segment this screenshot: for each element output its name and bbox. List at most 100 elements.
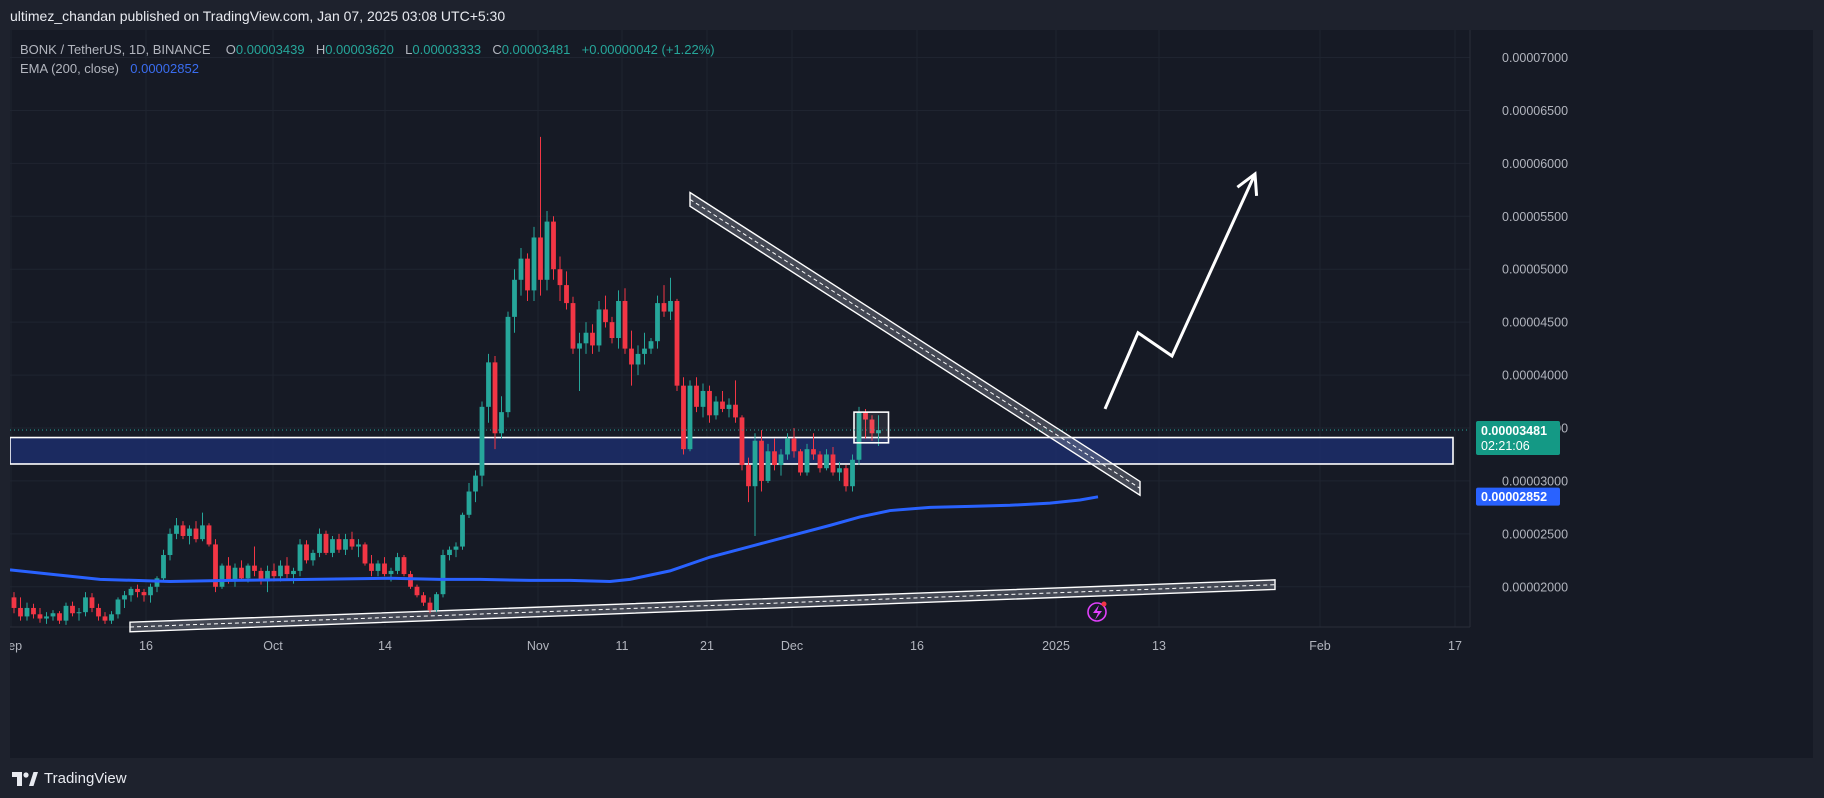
candle[interactable] [271, 570, 277, 577]
breakout-box[interactable] [853, 411, 890, 444]
candle[interactable] [291, 570, 296, 575]
candle[interactable] [213, 544, 218, 587]
candle[interactable] [128, 588, 134, 596]
candle[interactable] [362, 544, 368, 564]
candle[interactable] [193, 528, 199, 540]
candle[interactable] [746, 465, 751, 487]
candle[interactable] [180, 525, 186, 536]
candle[interactable] [57, 613, 62, 621]
candle[interactable] [674, 300, 680, 386]
candle[interactable] [661, 303, 667, 312]
candle[interactable] [245, 565, 251, 579]
candle[interactable] [837, 468, 842, 473]
candle[interactable] [668, 300, 673, 312]
projection-path[interactable] [1103, 173, 1257, 410]
candle[interactable] [635, 353, 641, 365]
candle[interactable] [616, 300, 621, 339]
candle[interactable] [323, 533, 329, 553]
candle[interactable] [830, 454, 836, 473]
candle[interactable] [544, 221, 550, 280]
candle[interactable] [96, 607, 101, 617]
candle[interactable] [583, 332, 589, 344]
candle[interactable] [167, 533, 173, 556]
candle[interactable] [772, 451, 777, 466]
candle[interactable] [824, 454, 829, 469]
candle[interactable] [440, 555, 446, 595]
candle[interactable] [707, 390, 712, 416]
candle[interactable] [694, 385, 699, 407]
last-price-tag[interactable] [1476, 421, 1560, 456]
candle[interactable] [232, 567, 238, 582]
symbol-name[interactable]: BONK / TetherUS, 1D, BINANCE [20, 42, 211, 57]
candle[interactable] [330, 539, 335, 553]
candle[interactable] [83, 597, 88, 613]
candle[interactable] [252, 565, 257, 571]
price-axis[interactable] [1470, 30, 1813, 627]
candle[interactable] [850, 459, 855, 487]
candle[interactable] [447, 549, 452, 556]
candle[interactable] [265, 570, 270, 582]
candle[interactable] [161, 555, 166, 579]
candle[interactable] [50, 613, 56, 617]
candle[interactable] [570, 303, 576, 349]
candle[interactable] [401, 557, 407, 575]
event-marker-icon[interactable] [1087, 602, 1107, 622]
candle[interactable] [752, 440, 758, 487]
candle[interactable] [388, 570, 394, 575]
candle[interactable] [531, 237, 537, 291]
candle[interactable] [219, 565, 225, 587]
candle[interactable] [297, 544, 303, 571]
candle[interactable] [200, 525, 205, 540]
candle[interactable] [70, 605, 75, 614]
candle[interactable] [609, 322, 615, 339]
candle[interactable] [148, 586, 153, 596]
candle[interactable] [479, 406, 485, 476]
ascending-channel[interactable] [129, 579, 1276, 633]
candle[interactable] [63, 605, 69, 621]
candle[interactable] [187, 528, 192, 536]
candle[interactable] [382, 563, 387, 575]
candle[interactable] [206, 525, 212, 545]
candle[interactable] [284, 565, 290, 575]
candle[interactable] [304, 544, 309, 561]
candle[interactable] [726, 404, 732, 409]
candle[interactable] [733, 404, 738, 418]
candle[interactable] [804, 449, 810, 473]
support-zone[interactable] [10, 436, 1454, 465]
candle[interactable] [115, 599, 121, 615]
candle[interactable] [720, 401, 725, 409]
candle[interactable] [310, 552, 316, 561]
candle[interactable] [538, 237, 543, 280]
candle[interactable] [648, 341, 654, 349]
candle[interactable] [473, 475, 478, 492]
candle[interactable] [434, 594, 439, 611]
candle[interactable] [174, 525, 179, 534]
candle[interactable] [596, 309, 602, 346]
candle[interactable] [876, 430, 881, 434]
candle[interactable] [122, 595, 127, 600]
candle[interactable] [518, 258, 524, 280]
candle[interactable] [349, 539, 355, 547]
candle[interactable] [466, 491, 472, 515]
candle[interactable] [622, 300, 628, 349]
candle[interactable] [512, 279, 517, 317]
candle[interactable] [336, 539, 342, 550]
candle[interactable] [408, 574, 413, 587]
candle[interactable] [102, 616, 108, 621]
candle[interactable] [343, 539, 348, 550]
candle[interactable] [551, 221, 556, 270]
ema-label[interactable]: EMA (200, close) [20, 61, 119, 76]
candle[interactable] [778, 454, 784, 466]
ema-200-line[interactable] [10, 495, 1099, 583]
candle[interactable] [239, 567, 244, 579]
candle[interactable] [564, 285, 569, 304]
candle[interactable] [713, 401, 719, 416]
chart-area[interactable]: 0.00007000 0.00006500 0.00006000 0.00005500… [10, 30, 1813, 758]
candle[interactable] [863, 412, 868, 420]
candle[interactable] [843, 468, 849, 487]
candle[interactable] [18, 607, 23, 617]
candle[interactable] [590, 332, 595, 346]
candle[interactable] [765, 451, 771, 481]
candle[interactable] [499, 412, 504, 434]
candle[interactable] [577, 343, 582, 349]
